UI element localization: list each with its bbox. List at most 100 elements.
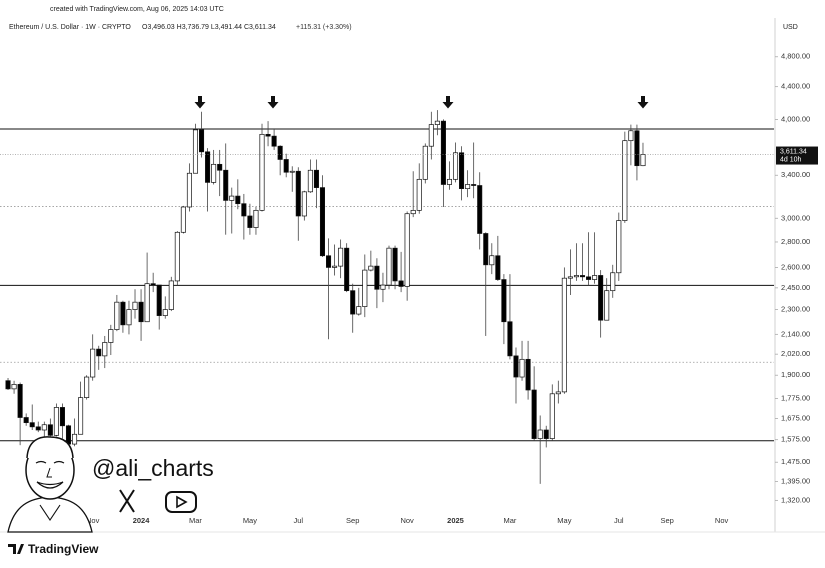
countdown: 4d 10h <box>780 156 802 163</box>
candle-body <box>622 140 628 221</box>
candle-body <box>5 380 11 390</box>
candle-body <box>392 247 398 282</box>
candle-body <box>543 429 549 439</box>
change: +115.31 (+3.30%) <box>296 24 352 31</box>
candle-body <box>452 152 459 180</box>
arrow <box>442 96 454 109</box>
candle-body <box>561 277 567 393</box>
x-tick-label: Mar <box>503 516 516 525</box>
x-tick-label: Mar <box>189 516 202 525</box>
price-box <box>776 146 818 165</box>
candle-body <box>29 422 35 428</box>
candle-body <box>616 220 622 274</box>
candle-body <box>604 290 610 321</box>
x-tick-label: Sep <box>660 516 673 525</box>
candle-body <box>332 265 338 268</box>
candle-body <box>634 130 640 167</box>
arrow <box>637 96 649 109</box>
y-tick-label: 1,775.00 <box>781 394 810 403</box>
candle-body <box>428 124 434 147</box>
y-tick-label: 1,395.00 <box>781 476 810 485</box>
x-tick-label: Nov <box>715 516 729 525</box>
candle-body <box>356 306 362 315</box>
candle-body <box>174 231 180 282</box>
candle-body <box>114 301 120 330</box>
candle-body <box>350 290 356 315</box>
candle-body <box>162 309 168 316</box>
candle-body <box>598 275 604 321</box>
arrow <box>194 96 206 109</box>
candle-body <box>132 301 138 310</box>
y-tick-label: 1,900.00 <box>781 370 810 379</box>
candle-body <box>217 163 223 171</box>
candle-body <box>531 389 537 439</box>
candle-body <box>573 275 579 278</box>
candle-body <box>72 433 78 445</box>
candle-body <box>271 135 277 147</box>
candle-body <box>41 424 47 431</box>
y-tick-label: 2,600.00 <box>781 262 810 271</box>
candle-body <box>120 301 126 326</box>
candle-body <box>289 170 295 173</box>
candle-body <box>640 154 646 167</box>
handle: @ali_charts <box>92 455 214 481</box>
candle-body <box>168 280 174 310</box>
x-tick-label: 2025 <box>447 516 464 525</box>
y-tick-label: 1,320.00 <box>781 495 810 504</box>
candle-body <box>235 195 241 205</box>
candle-body <box>338 247 344 267</box>
candle-body <box>23 417 29 424</box>
y-tick-label: 2,140.00 <box>781 329 810 338</box>
candle-body <box>126 309 132 326</box>
candle-body <box>495 255 501 280</box>
youtube-icon <box>165 491 197 513</box>
candle-body <box>223 169 229 201</box>
candle-body <box>537 429 543 439</box>
brand: TradingView <box>28 542 99 556</box>
candle-body <box>579 275 586 278</box>
candle-body <box>567 276 573 279</box>
candle-body <box>156 284 162 316</box>
x-icon <box>119 489 135 513</box>
x-tick-label: Nov <box>400 516 414 525</box>
candle-body <box>459 152 465 190</box>
candle-body <box>313 169 319 188</box>
candle-body <box>434 120 440 125</box>
plot: 4,800.00 4,400.00 4,000.00 3,400.00 3,000.00… <box>0 52 818 525</box>
candle-body <box>90 348 96 378</box>
candle-body <box>53 407 59 436</box>
candle-body <box>253 209 259 228</box>
candle-body <box>507 321 513 357</box>
candle-body <box>84 376 90 398</box>
candle-body <box>519 358 525 378</box>
avatar <box>7 436 93 533</box>
candle-body <box>247 215 253 228</box>
candle-body <box>186 172 192 208</box>
candle-body <box>96 348 102 357</box>
candle-body <box>307 169 313 193</box>
candle-body <box>295 170 301 217</box>
y-tick-label: 3,000.00 <box>781 213 810 222</box>
candle-body <box>446 178 452 185</box>
candle-body <box>483 233 489 266</box>
candle-body <box>586 276 592 280</box>
candle-body <box>108 329 114 343</box>
candle-body <box>59 407 65 427</box>
candle-body <box>138 301 144 323</box>
x-tick-label: Nov <box>86 516 100 525</box>
symbol: Ethereum / U.S. Dollar · 1W · CRYPTO <box>9 24 131 31</box>
candle-body <box>241 203 247 217</box>
candle-body <box>525 358 531 391</box>
candle-body <box>410 209 416 215</box>
candle-body <box>102 342 108 357</box>
candle-body <box>78 397 84 435</box>
y-tick-label: 2,300.00 <box>781 305 810 314</box>
x-tick-label: Jul <box>614 516 624 525</box>
candle-body <box>422 145 428 180</box>
x-tick-label: May <box>243 516 257 525</box>
y-tick-label: 2,020.00 <box>781 349 810 358</box>
candle-body <box>465 184 471 190</box>
candle-body <box>501 279 507 323</box>
